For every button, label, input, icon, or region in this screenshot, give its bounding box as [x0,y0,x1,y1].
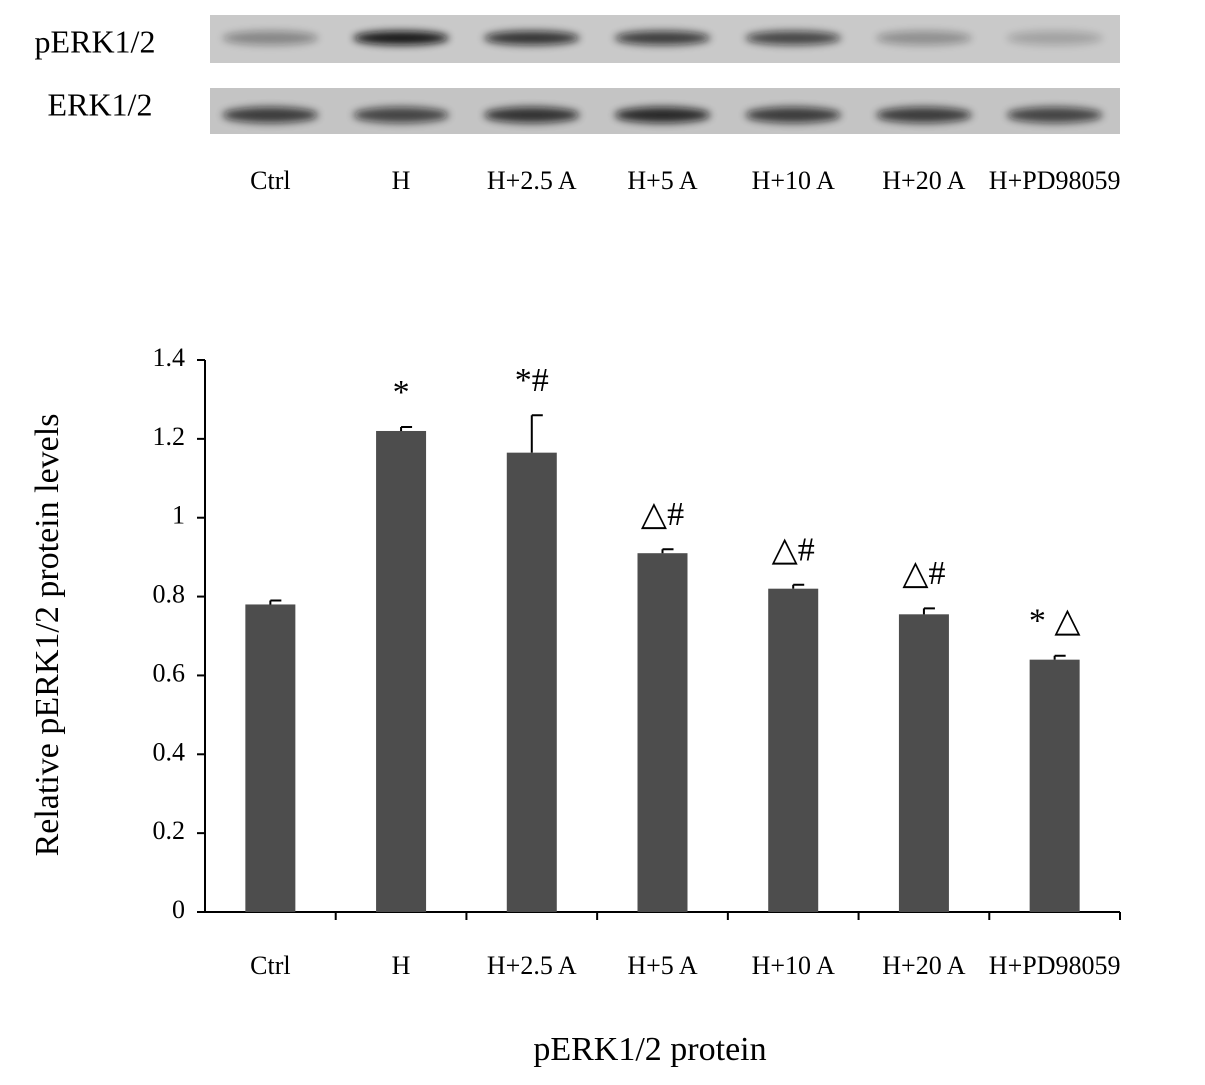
blot-band [483,107,580,123]
blot-lane-label: H+10 A [752,166,836,195]
error-bar [792,583,805,589]
blot-lane-label: H+5 A [627,166,698,195]
x-tick-label: H [392,951,411,980]
blot-band [483,31,580,45]
significance-label: △# [641,496,684,533]
blot-band [222,31,319,45]
y-axis-label: Relative pERK1/2 protein levels [29,414,66,857]
significance-label: △# [902,555,945,592]
bar [245,604,296,912]
blot-band [353,107,450,123]
error-bar [400,426,413,431]
blot-row-label: pERK1/2 [35,23,156,59]
blot-band [222,107,319,123]
error-bar [922,607,935,615]
y-tick-label: 1.2 [153,422,186,451]
significance-label: * △ [1029,603,1082,640]
error-bar [530,414,543,453]
blot-band [875,107,972,123]
blot-lane-label: H [392,166,411,195]
error-bar [661,548,674,554]
bar [637,553,688,912]
error-bar [269,599,282,605]
blot-band [875,31,972,45]
x-tick-label: H+5 A [627,951,698,980]
y-tick-label: 0 [172,895,185,924]
x-tick-label: H+20 A [882,951,966,980]
blot-band [614,31,711,45]
blot-band [745,107,842,123]
significance-label: △# [772,532,815,569]
blot-band [1006,107,1103,123]
blot-lane-label: H+2.5 A [487,166,577,195]
y-tick-label: 0.2 [153,816,186,845]
y-tick-label: 0.8 [153,580,186,609]
x-tick-label: H+2.5 A [487,951,577,980]
x-tick-label: H+PD98059 [989,951,1121,980]
significance-label: * [393,374,410,411]
x-axis-label: pERK1/2 protein [533,1031,766,1068]
blot-row-label: ERK1/2 [48,86,153,122]
blot-band [353,31,450,45]
y-tick-label: 1 [172,501,185,530]
blot-lane-label: Ctrl [250,166,290,195]
blot-lane-label: H+20 A [882,166,966,195]
bar [898,614,949,912]
y-tick-label: 1.4 [153,343,186,372]
x-tick-label: Ctrl [250,951,290,980]
error-bar [1053,654,1066,660]
y-tick-label: 0.6 [153,658,186,687]
blot-band [614,107,711,123]
blot-lane-label: H+PD98059 [989,166,1121,195]
x-tick-label: H+10 A [752,951,836,980]
y-tick-label: 0.4 [153,737,186,766]
bar [506,452,557,912]
bar [1029,659,1080,912]
significance-label: *# [515,362,549,399]
bar [768,588,819,912]
bar [376,430,427,912]
blot-band [1006,31,1103,45]
blot-band [745,31,842,45]
